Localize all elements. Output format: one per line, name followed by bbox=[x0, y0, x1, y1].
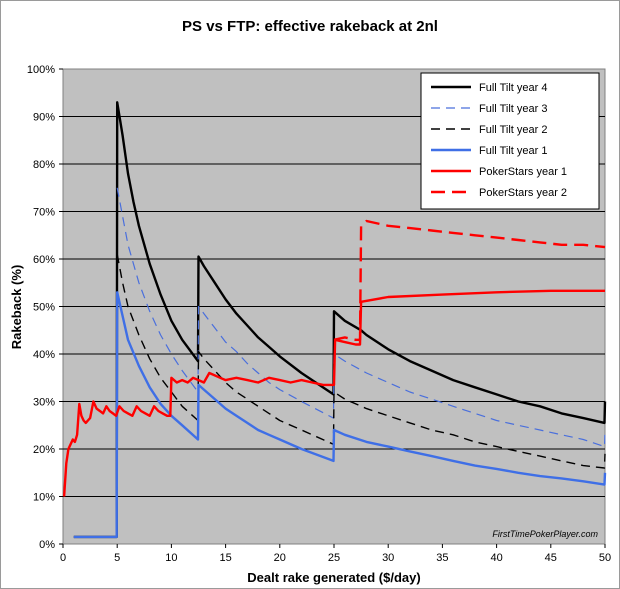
legend-box bbox=[420, 72, 600, 210]
watermark-text: FirstTimePokerPlayer.com bbox=[492, 529, 598, 539]
y-tick-label: 50% bbox=[33, 302, 55, 314]
x-tick-label: 35 bbox=[436, 552, 448, 564]
x-tick-label: 40 bbox=[490, 552, 502, 564]
x-tick-label: 15 bbox=[219, 552, 231, 564]
x-tick-label: 0 bbox=[60, 552, 66, 564]
y-tick-label: 30% bbox=[33, 397, 55, 409]
y-tick-label: 80% bbox=[33, 159, 55, 171]
x-tick-label: 5 bbox=[114, 552, 120, 564]
legend: Full Tilt year 4 Full Tilt year 3 Full Til… bbox=[420, 72, 600, 210]
y-tick-label: 60% bbox=[33, 254, 55, 266]
legend-label: PokerStars year 2 bbox=[479, 187, 567, 199]
legend-label: Full Tilt year 2 bbox=[479, 124, 547, 136]
y-tick-label: 40% bbox=[33, 349, 55, 361]
y-tick-label: 0% bbox=[39, 539, 55, 551]
legend-label: Full Tilt year 1 bbox=[479, 145, 547, 157]
y-axis-label: Rakeback (%) bbox=[9, 265, 24, 350]
y-tick-label: 100% bbox=[27, 64, 55, 76]
y-tick-label: 20% bbox=[33, 444, 55, 456]
x-tick-label: 25 bbox=[328, 552, 340, 564]
series-line-pokerstars-year-1 bbox=[62, 289, 605, 497]
series-line-full-tilt-year-3 bbox=[116, 187, 606, 448]
series-line-full-tilt-year-4 bbox=[73, 101, 607, 539]
series-line-full-tilt-year-2 bbox=[116, 254, 606, 469]
legend-label: Full Tilt year 4 bbox=[479, 82, 547, 94]
x-tick-label: 10 bbox=[165, 552, 177, 564]
y-tick-label: 90% bbox=[33, 112, 55, 124]
y-tick-label: 10% bbox=[33, 492, 55, 504]
x-axis-label: Dealt rake generated ($/day) bbox=[247, 570, 420, 585]
x-tick-label: 45 bbox=[545, 552, 557, 564]
series-line-full-tilt-year-1 bbox=[73, 291, 607, 539]
legend-label: PokerStars year 1 bbox=[479, 166, 567, 178]
x-tick-label: 30 bbox=[382, 552, 394, 564]
y-tick-label: 70% bbox=[33, 207, 55, 219]
chart-title: PS vs FTP: effective rakeback at 2nl bbox=[182, 18, 438, 35]
x-tick-label: 20 bbox=[274, 552, 286, 564]
series-line-pokerstars-year-2 bbox=[333, 219, 606, 341]
legend-label: Full Tilt year 3 bbox=[479, 103, 547, 115]
x-tick-label: 50 bbox=[599, 552, 611, 564]
